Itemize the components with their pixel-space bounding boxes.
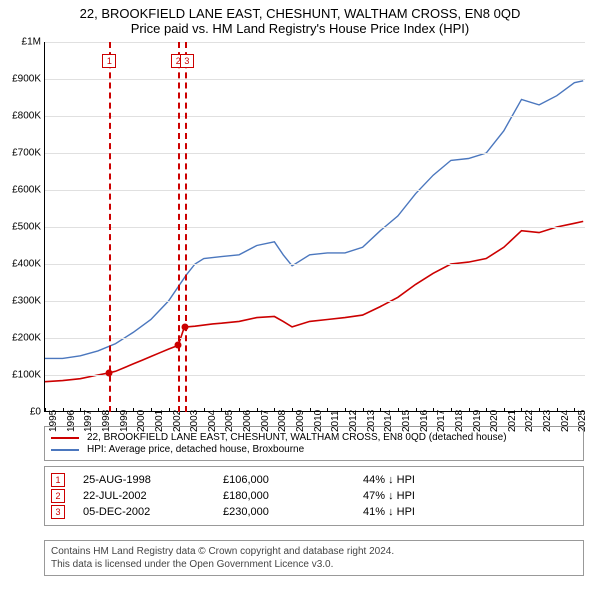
x-tick xyxy=(274,408,275,412)
footer-box: Contains HM Land Registry data © Crown c… xyxy=(44,540,584,576)
sale-date: 25-AUG-1998 xyxy=(83,474,223,486)
sale-event-line xyxy=(185,42,187,412)
x-tick xyxy=(380,408,381,412)
x-tick xyxy=(521,408,522,412)
gridline xyxy=(45,42,585,43)
x-tick xyxy=(398,408,399,412)
gridline xyxy=(45,79,585,80)
y-axis-label: £900K xyxy=(5,74,41,85)
title-subtitle: Price paid vs. HM Land Registry's House … xyxy=(10,21,590,36)
series-hpi xyxy=(45,81,583,359)
table-row: 3 05-DEC-2002 £230,000 41% ↓ HPI xyxy=(51,505,577,519)
x-tick xyxy=(63,408,64,412)
sale-event-line xyxy=(109,42,111,412)
gridline xyxy=(45,116,585,117)
x-tick xyxy=(557,408,558,412)
legend-swatch xyxy=(51,449,79,451)
sale-index-box: 2 xyxy=(51,489,65,503)
gridline xyxy=(45,153,585,154)
x-tick xyxy=(363,408,364,412)
footer-line: This data is licensed under the Open Gov… xyxy=(51,558,577,571)
x-tick xyxy=(504,408,505,412)
legend-label: HPI: Average price, detached house, Brox… xyxy=(87,444,304,455)
sale-index-box: 1 xyxy=(51,473,65,487)
x-tick xyxy=(469,408,470,412)
y-axis-label: £300K xyxy=(5,296,41,307)
x-tick xyxy=(574,408,575,412)
x-tick xyxy=(204,408,205,412)
y-axis-label: £600K xyxy=(5,185,41,196)
x-tick xyxy=(327,408,328,412)
gridline xyxy=(45,264,585,265)
sale-event-dot xyxy=(106,369,113,376)
y-axis-label: £200K xyxy=(5,333,41,344)
sale-delta: 44% ↓ HPI xyxy=(363,474,577,486)
x-tick xyxy=(221,408,222,412)
legend-row: HPI: Average price, detached house, Brox… xyxy=(51,444,577,455)
sale-delta: 41% ↓ HPI xyxy=(363,506,577,518)
x-tick xyxy=(151,408,152,412)
y-axis-label: £100K xyxy=(5,370,41,381)
x-tick xyxy=(433,408,434,412)
sale-event-marker: 1 xyxy=(102,54,116,68)
sale-date: 05-DEC-2002 xyxy=(83,506,223,518)
sale-event-dot xyxy=(181,323,188,330)
x-tick xyxy=(416,408,417,412)
sale-index-box: 3 xyxy=(51,505,65,519)
y-axis-label: £700K xyxy=(5,148,41,159)
sale-event-marker: 3 xyxy=(180,54,194,68)
title-address: 22, BROOKFIELD LANE EAST, CHESHUNT, WALT… xyxy=(10,6,590,21)
x-tick xyxy=(451,408,452,412)
y-axis-label: £400K xyxy=(5,259,41,270)
x-tick xyxy=(116,408,117,412)
x-tick xyxy=(345,408,346,412)
gridline xyxy=(45,301,585,302)
gridline xyxy=(45,338,585,339)
footer-line: Contains HM Land Registry data © Crown c… xyxy=(51,545,577,558)
x-tick xyxy=(486,408,487,412)
legend-swatch xyxy=(51,437,79,439)
x-tick xyxy=(80,408,81,412)
gridline xyxy=(45,375,585,376)
sale-delta: 47% ↓ HPI xyxy=(363,490,577,502)
x-tick xyxy=(133,408,134,412)
x-tick xyxy=(45,408,46,412)
sale-price: £180,000 xyxy=(223,490,363,502)
x-tick xyxy=(169,408,170,412)
x-tick xyxy=(310,408,311,412)
sale-date: 22-JUL-2002 xyxy=(83,490,223,502)
x-tick xyxy=(98,408,99,412)
y-axis-label: £800K xyxy=(5,111,41,122)
sale-event-line xyxy=(178,42,180,412)
gridline xyxy=(45,190,585,191)
title-block: 22, BROOKFIELD LANE EAST, CHESHUNT, WALT… xyxy=(0,0,600,38)
x-tick xyxy=(539,408,540,412)
y-axis-label: £500K xyxy=(5,222,41,233)
table-row: 2 22-JUL-2002 £180,000 47% ↓ HPI xyxy=(51,489,577,503)
legend-box: 22, BROOKFIELD LANE EAST, CHESHUNT, WALT… xyxy=(44,426,584,461)
gridline xyxy=(45,227,585,228)
legend-label: 22, BROOKFIELD LANE EAST, CHESHUNT, WALT… xyxy=(87,432,507,443)
y-axis-label: £1M xyxy=(5,37,41,48)
y-axis-label: £0 xyxy=(5,407,41,418)
sale-price: £106,000 xyxy=(223,474,363,486)
sale-price: £230,000 xyxy=(223,506,363,518)
plot-area: £0£100K£200K£300K£400K£500K£600K£700K£80… xyxy=(44,42,584,412)
x-tick xyxy=(257,408,258,412)
chart: £0£100K£200K£300K£400K£500K£600K£700K£80… xyxy=(44,42,584,412)
x-tick xyxy=(239,408,240,412)
table-row: 1 25-AUG-1998 £106,000 44% ↓ HPI xyxy=(51,473,577,487)
x-tick xyxy=(292,408,293,412)
sales-table: 1 25-AUG-1998 £106,000 44% ↓ HPI 2 22-JU… xyxy=(44,466,584,526)
legend-row: 22, BROOKFIELD LANE EAST, CHESHUNT, WALT… xyxy=(51,432,577,443)
sale-event-dot xyxy=(175,342,182,349)
